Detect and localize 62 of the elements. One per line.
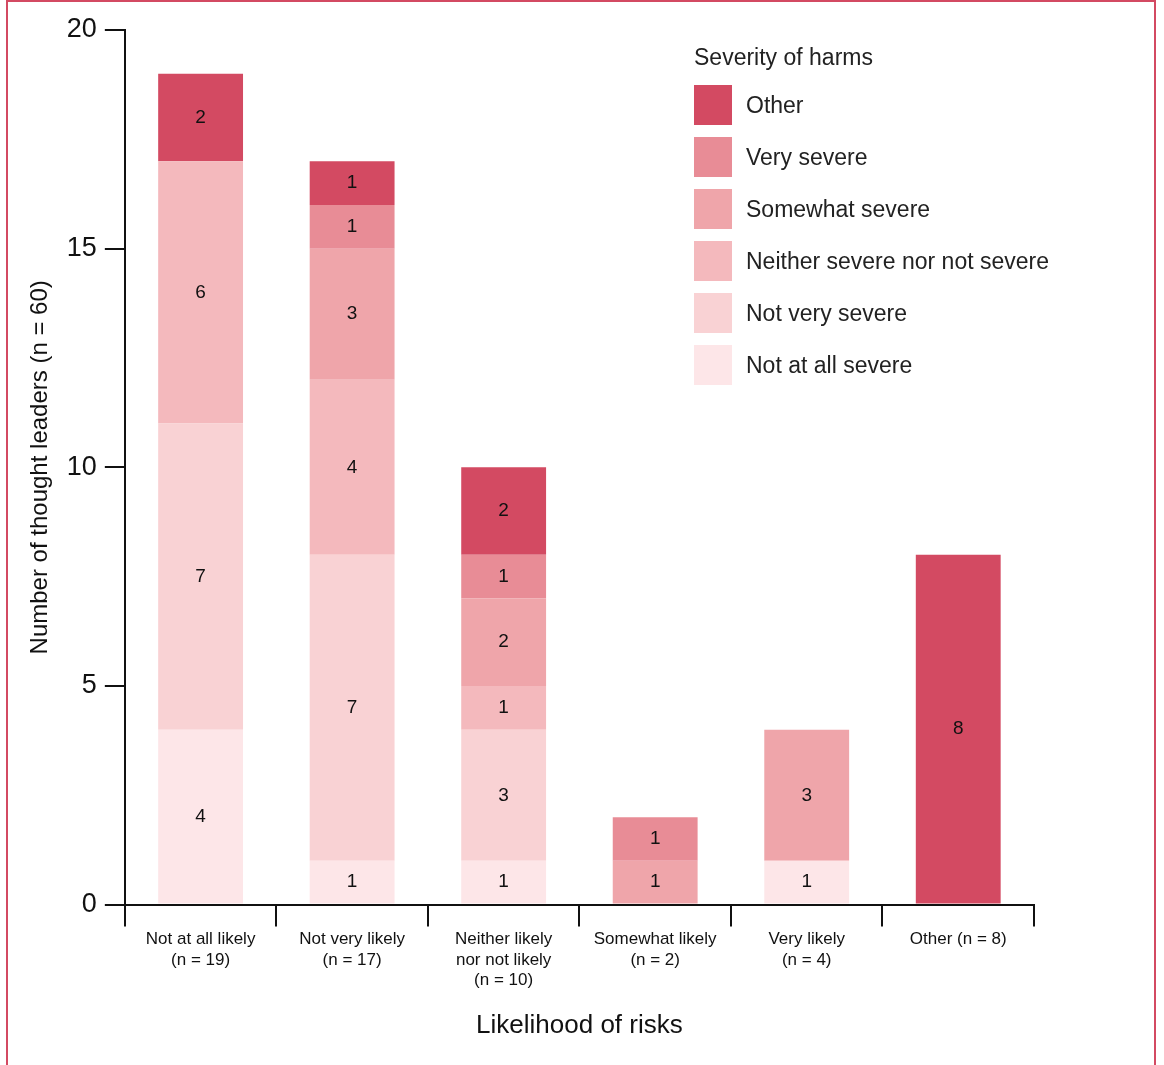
bar	[461, 685, 547, 730]
legend-label: Neither severe nor not severe	[746, 247, 1049, 275]
data-label: 3	[498, 783, 509, 805]
y-tick-label: 5	[81, 669, 97, 700]
x-tick-label: Not at all likely (n = 19)	[145, 929, 256, 969]
y-tick-label: 15	[66, 232, 97, 263]
y-axis-title: Number of thought leaders (n = 60)	[25, 280, 53, 655]
bar	[309, 379, 395, 555]
x-axis-title: Likelihood of risks	[476, 1008, 683, 1039]
bar	[158, 161, 244, 424]
bar	[158, 729, 244, 904]
bar	[309, 204, 395, 249]
data-label: 1	[346, 215, 358, 237]
data-label: 1	[498, 696, 509, 718]
bar	[309, 554, 395, 861]
bar	[764, 860, 850, 904]
bar	[158, 73, 244, 162]
data-label: 1	[498, 564, 509, 586]
legend-label: Not at all severe	[746, 351, 913, 379]
bar	[612, 860, 698, 904]
data-label: 7	[346, 696, 358, 718]
data-label: 2	[498, 630, 509, 652]
data-label: 8	[952, 717, 964, 739]
bar	[612, 817, 698, 861]
legend-label: Very severe	[746, 143, 868, 171]
legend-title: Severity of harms	[694, 44, 874, 71]
data-label: 3	[346, 302, 358, 324]
data-label: 1	[649, 870, 661, 892]
data-label: 3	[801, 783, 812, 805]
bar	[461, 467, 547, 555]
y-tick-label: 0	[81, 888, 97, 919]
data-label: 7	[195, 564, 206, 586]
data-label: 1	[346, 870, 358, 892]
legend-label: Other	[746, 91, 804, 119]
bar	[461, 554, 547, 599]
data-label: 1	[801, 870, 812, 892]
bar	[309, 860, 395, 904]
x-tick-label: Neither likely nor not likely (n = 10)	[455, 929, 553, 990]
legend-label: Not very severe	[746, 299, 908, 327]
bar	[461, 860, 547, 904]
bar	[461, 729, 547, 861]
bar	[309, 248, 395, 380]
data-label: 4	[346, 455, 358, 477]
y-tick-label: 10	[66, 450, 97, 481]
data-label: 6	[195, 280, 206, 302]
x-tick-label: Other (n = 8)	[909, 929, 1007, 949]
bar	[158, 423, 244, 730]
bar	[309, 161, 395, 205]
bar	[915, 554, 1001, 904]
x-tick-label: Not very likely (n = 17)	[299, 929, 406, 969]
bar	[461, 598, 547, 686]
data-label: 2	[498, 499, 509, 521]
data-label: 1	[498, 870, 509, 892]
legend-label: Somewhat severe	[746, 195, 931, 223]
bar	[764, 729, 850, 861]
data-label: 1	[649, 827, 661, 849]
x-tick-label: Somewhat likely (n = 2)	[593, 929, 718, 969]
y-tick-label: 20	[66, 13, 97, 44]
x-tick-label: Very likely (n = 4)	[768, 929, 846, 969]
data-label: 4	[195, 804, 207, 826]
data-label: 1	[346, 171, 358, 193]
data-label: 2	[195, 105, 206, 127]
